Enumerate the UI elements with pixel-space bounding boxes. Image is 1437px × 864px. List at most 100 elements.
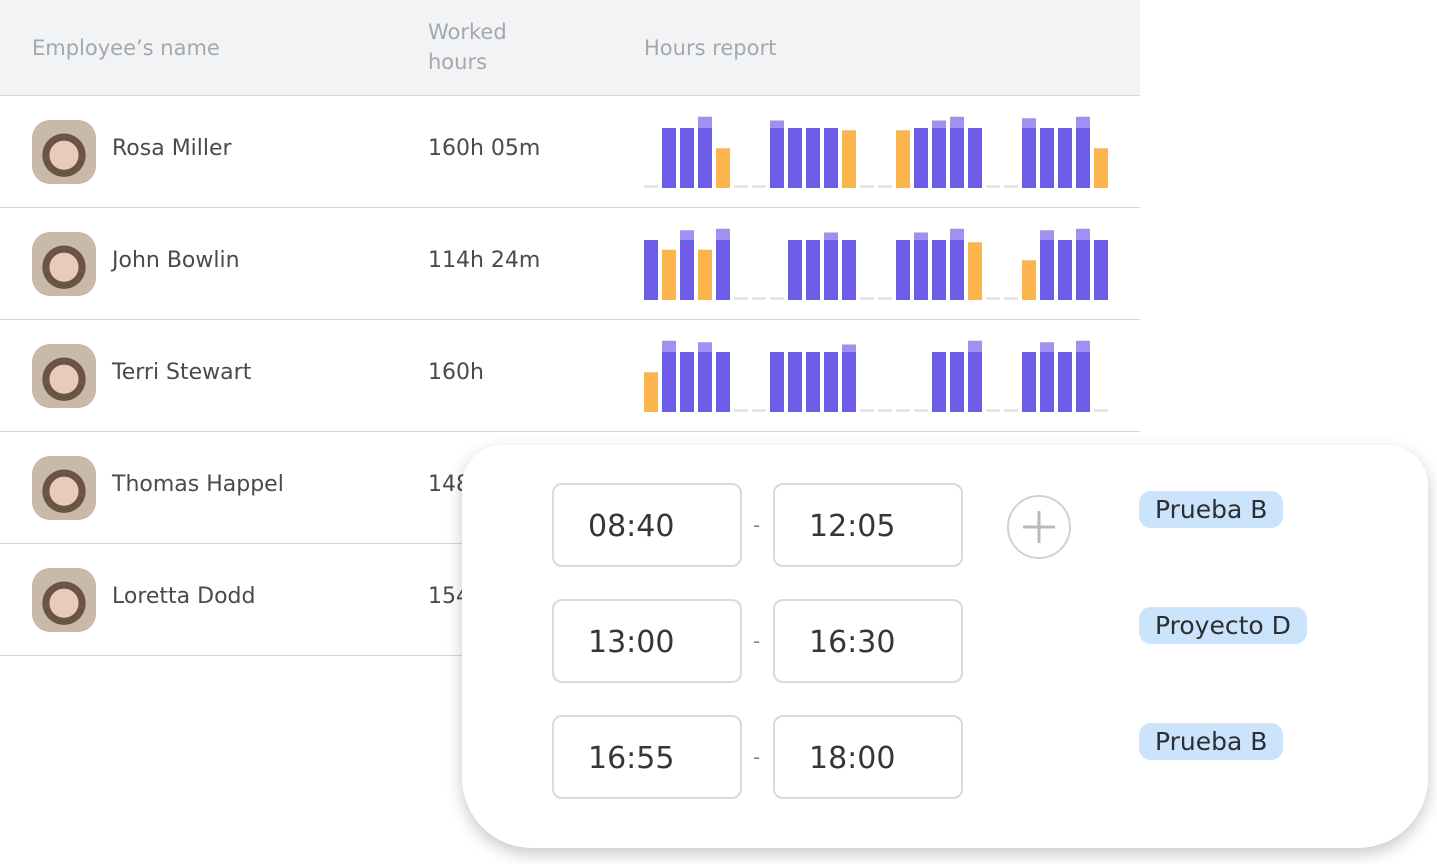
hours-bar — [770, 352, 784, 412]
time-popup: 08:40-12:05 Prueba B 13:00-16:30 Proyecto D… — [462, 445, 1428, 848]
hours-bar — [788, 128, 802, 188]
empty-day — [986, 409, 1000, 412]
hours-bar — [896, 240, 910, 300]
overtime-bar — [1022, 118, 1036, 128]
empty-day — [878, 297, 892, 300]
employee-name: John Bowlin — [112, 248, 240, 273]
table-row[interactable]: John Bowlin 114h 24m — [0, 208, 1140, 320]
empty-day — [734, 409, 748, 412]
empty-day — [752, 185, 766, 188]
project-tag[interactable]: Proyecto D — [1139, 607, 1307, 644]
overtime-bar — [698, 342, 712, 352]
project-tag[interactable]: Prueba B — [1139, 723, 1284, 760]
hours-bar — [716, 352, 730, 412]
worked-hours: 160h — [428, 360, 484, 385]
hours-bar — [932, 128, 946, 188]
hours-bar — [1040, 352, 1054, 412]
avatar — [32, 232, 96, 296]
hours-bar — [1040, 128, 1054, 188]
hours-bar — [1058, 128, 1072, 188]
employee-name: Terri Stewart — [112, 360, 252, 385]
header-cell: Hours report — [644, 36, 777, 60]
empty-day — [1094, 409, 1108, 412]
employee-name: Loretta Dodd — [112, 584, 256, 609]
empty-day — [914, 409, 928, 412]
hours-bar — [698, 128, 712, 188]
hours-bar — [950, 240, 964, 300]
header-cell: Worked hours — [428, 20, 507, 74]
hours-bar — [1076, 240, 1090, 300]
hours-bar — [662, 352, 676, 412]
separator: - — [753, 513, 761, 537]
hours-bar — [788, 352, 802, 412]
hours-bar — [968, 128, 982, 188]
plus-icon — [1023, 511, 1055, 543]
hours-bar — [950, 352, 964, 412]
end-time[interactable]: 12:05 — [773, 483, 963, 567]
table-row[interactable]: Terri Stewart 160h — [0, 320, 1140, 432]
overtime-bar — [1040, 342, 1054, 352]
hours-bar — [680, 128, 694, 188]
empty-day — [734, 297, 748, 300]
empty-day — [770, 297, 784, 300]
hours-bar — [914, 240, 928, 300]
hours-bar — [716, 148, 730, 188]
empty-day — [860, 297, 874, 300]
avatar — [32, 456, 96, 520]
start-time[interactable]: 16:55 — [552, 715, 742, 799]
empty-day — [644, 185, 658, 188]
empty-day — [860, 185, 874, 188]
hours-bar — [1094, 148, 1108, 188]
hours-bar — [1058, 352, 1072, 412]
empty-day — [860, 409, 874, 412]
overtime-bar — [932, 120, 946, 128]
hours-bar — [1094, 240, 1108, 300]
hours-bar — [914, 128, 928, 188]
separator: - — [753, 745, 761, 769]
overtime-bar — [950, 228, 964, 240]
hours-bar — [698, 249, 712, 300]
overtime-bar — [716, 228, 730, 240]
empty-day — [986, 185, 1000, 188]
hours-chart — [644, 116, 1108, 188]
start-time[interactable]: 08:40 — [552, 483, 742, 567]
hours-bar — [1022, 260, 1036, 300]
hours-bar — [824, 240, 838, 300]
avatar — [32, 344, 96, 408]
employee-name: Thomas Happel — [112, 472, 284, 497]
add-button[interactable] — [1007, 495, 1071, 559]
overtime-bar — [680, 230, 694, 240]
hours-chart — [644, 340, 1108, 412]
separator: - — [753, 629, 761, 653]
hours-bar — [662, 128, 676, 188]
hours-bar — [1058, 240, 1072, 300]
hours-bar — [950, 128, 964, 188]
hours-bar — [662, 249, 676, 300]
empty-day — [1004, 185, 1018, 188]
overtime-bar — [1076, 116, 1090, 128]
table-row[interactable]: Rosa Miller 160h 05m — [0, 96, 1140, 208]
header-cell: Employee’s name — [32, 36, 220, 60]
employee-name: Rosa Miller — [112, 136, 232, 161]
hours-bar — [644, 240, 658, 300]
empty-day — [896, 409, 910, 412]
start-time[interactable]: 13:00 — [552, 599, 742, 683]
hours-bar — [1022, 128, 1036, 188]
worked-hours: 114h 24m — [428, 248, 541, 273]
empty-day — [752, 409, 766, 412]
overtime-bar — [842, 344, 856, 352]
overtime-bar — [950, 116, 964, 128]
hours-bar — [806, 240, 820, 300]
end-time[interactable]: 16:30 — [773, 599, 963, 683]
end-time[interactable]: 18:00 — [773, 715, 963, 799]
hours-chart — [644, 228, 1108, 300]
empty-day — [986, 297, 1000, 300]
overtime-bar — [968, 340, 982, 352]
empty-day — [878, 409, 892, 412]
project-tag[interactable]: Prueba B — [1139, 491, 1284, 528]
hours-bar — [932, 240, 946, 300]
table-header: Employee’s name Worked hours Hours repor… — [0, 0, 1140, 96]
empty-day — [878, 185, 892, 188]
empty-day — [734, 185, 748, 188]
overtime-bar — [770, 120, 784, 128]
